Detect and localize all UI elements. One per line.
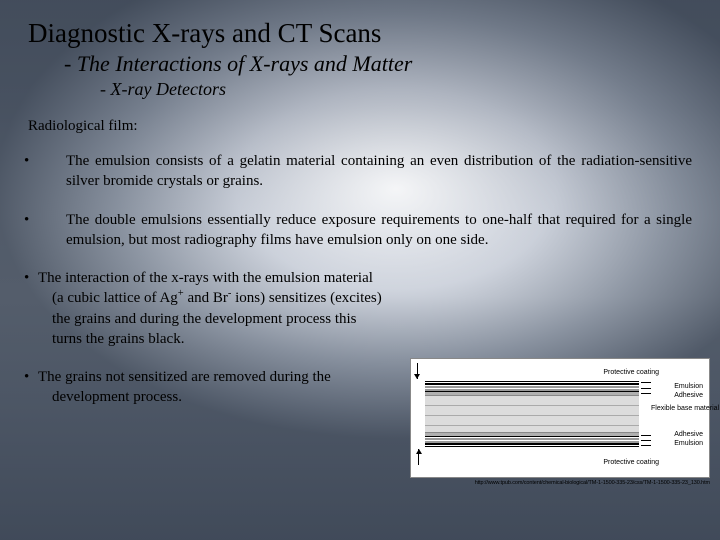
label-connector xyxy=(641,382,651,383)
layer-base xyxy=(425,395,639,433)
list-item: The double emulsions essentially reduce … xyxy=(28,210,692,251)
list-item: The emulsion consists of a gelatin mater… xyxy=(28,151,692,192)
arrow-icon xyxy=(415,449,421,465)
layer-coating-bottom xyxy=(425,444,639,447)
label-protective-bottom: Protective coating xyxy=(603,459,659,466)
label-connector xyxy=(641,435,651,436)
label-adhesive-bottom: Adhesive xyxy=(674,431,703,438)
page-subtitle: - The Interactions of X-rays and Matter xyxy=(64,51,692,77)
label-connector xyxy=(641,393,651,394)
page-subsubtitle: - X-ray Detectors xyxy=(100,79,692,100)
layer-emulsion-top xyxy=(425,384,639,392)
section-label: Radiological film: xyxy=(28,118,692,135)
page-title: Diagnostic X-rays and CT Scans xyxy=(28,18,692,49)
layer-emulsion-bottom xyxy=(425,436,639,444)
label-emulsion-top: Emulsion xyxy=(674,383,703,390)
list-item: The interaction of the x-rays with the e… xyxy=(28,268,388,349)
bullet-text: The interaction of the x-rays with the e… xyxy=(38,268,388,349)
label-connector xyxy=(641,440,651,441)
label-connector xyxy=(641,445,651,446)
list-item: The grains not sensitized are removed du… xyxy=(28,367,388,408)
diagram-source-url: http://www.tpub.com/content/chemical-bio… xyxy=(410,480,710,486)
arrow-icon xyxy=(415,363,421,379)
bullet-text: The grains not sensitized are removed du… xyxy=(38,367,388,408)
bullet-text: The emulsion consists of a gelatin mater… xyxy=(38,151,692,192)
label-connector xyxy=(641,388,651,389)
label-protective-top: Protective coating xyxy=(603,369,659,376)
label-adhesive-top: Adhesive xyxy=(674,392,703,399)
label-emulsion-bottom: Emulsion xyxy=(674,440,703,447)
bullet-text: The double emulsions essentially reduce … xyxy=(38,210,692,251)
film-cross-section: Protective coating Emulsion Adhesive Fle… xyxy=(410,358,710,478)
bullet-text-part: and Br xyxy=(184,290,228,306)
label-base: Flexible base material xyxy=(651,405,703,412)
film-diagram: Protective coating Emulsion Adhesive Fle… xyxy=(410,358,710,486)
